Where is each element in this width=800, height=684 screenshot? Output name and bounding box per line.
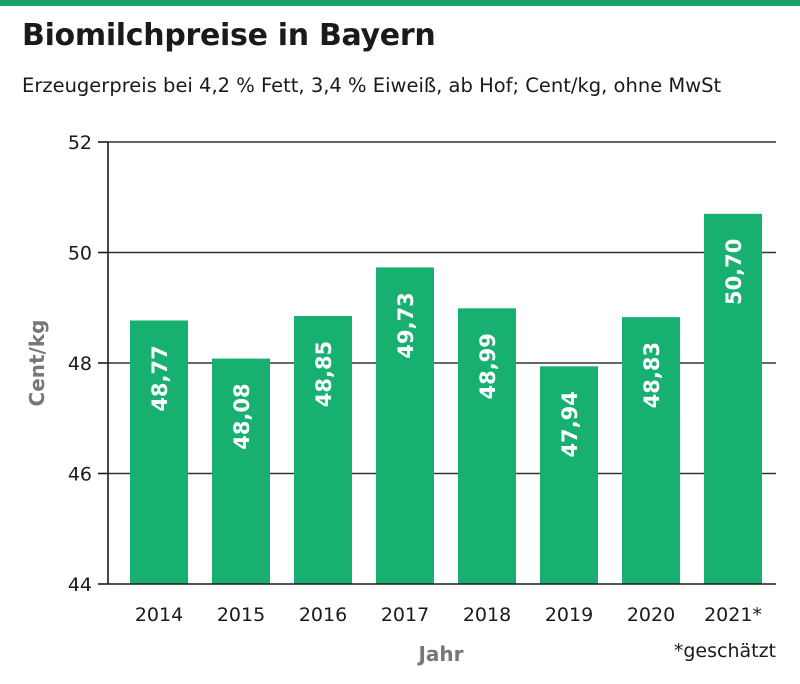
y-axis-title: Cent/kg <box>25 320 49 407</box>
x-tick-label: 2015 <box>217 604 265 626</box>
bars <box>130 213 762 584</box>
data-label: 48,83 <box>640 342 664 408</box>
x-tick-label: 2021* <box>704 604 762 626</box>
footnote-estimated: *geschätzt <box>673 640 776 662</box>
x-axis-title: Jahr <box>416 642 463 666</box>
bar-2019 <box>540 366 598 584</box>
data-label: 48,85 <box>312 341 336 407</box>
top-accent-bar <box>0 0 800 6</box>
x-tick-label: 2019 <box>545 604 593 626</box>
x-tick-label: 2014 <box>135 604 183 626</box>
bar-2014 <box>130 320 188 584</box>
x-tick-label: 2020 <box>627 604 675 626</box>
data-label: 48,77 <box>148 345 172 411</box>
data-label: 50,70 <box>722 239 746 305</box>
x-tick-label: 2018 <box>463 604 511 626</box>
bar-2020 <box>622 317 680 584</box>
y-tick-label: 46 <box>68 464 92 486</box>
axes <box>98 141 776 585</box>
data-label: 48,08 <box>230 383 254 449</box>
y-tick-label: 52 <box>68 132 92 154</box>
labels: 44 46 48 50 52 2014 48,77 2015 48,08 2016 48,85 201… <box>25 132 762 666</box>
bar-2015 <box>212 358 270 584</box>
data-label: 48,99 <box>476 333 500 399</box>
y-tick-label: 48 <box>68 353 92 375</box>
data-label: 49,73 <box>394 292 418 358</box>
bar-2021 <box>704 213 762 584</box>
y-tick-label: 44 <box>68 574 92 596</box>
x-tick-label: 2016 <box>299 604 347 626</box>
bar-2017 <box>376 267 434 584</box>
x-tick-label: 2017 <box>381 604 429 626</box>
chart-title: Biomilchpreise in Bayern <box>22 18 436 53</box>
y-tick-label: 50 <box>68 243 92 265</box>
data-label: 47,94 <box>558 391 582 457</box>
chart-subtitle: Erzeugerpreis bei 4,2 % Fett, 3,4 % Eiwe… <box>22 74 722 97</box>
bar-2016 <box>294 316 352 584</box>
bar-2018 <box>458 308 516 584</box>
